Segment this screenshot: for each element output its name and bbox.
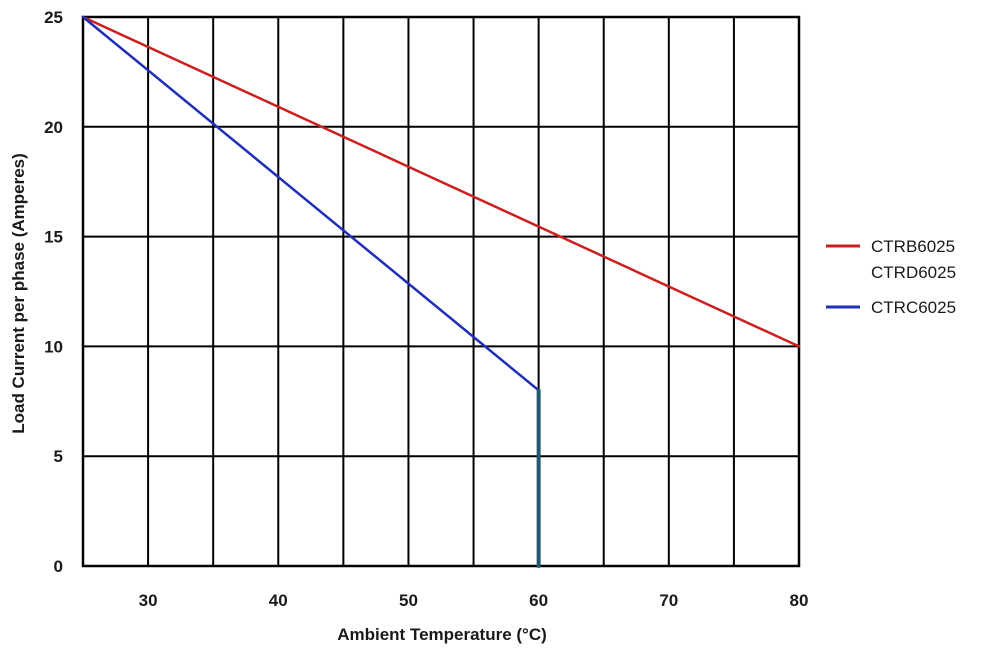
y-axis-label: Load Current per phase (Amperes) bbox=[9, 153, 28, 434]
x-tick-label: 50 bbox=[399, 591, 418, 610]
y-tick-labels: 0 5 10 15 20 25 bbox=[44, 8, 63, 576]
plot-frame bbox=[81, 15, 801, 568]
y-tick-label: 10 bbox=[44, 337, 63, 356]
y-tick-label: 5 bbox=[54, 447, 63, 466]
legend-label: CTRD6025 bbox=[871, 263, 956, 282]
series-lines bbox=[81, 15, 801, 568]
plot-border bbox=[81, 15, 801, 568]
legend-label: CTRB6025 bbox=[871, 237, 955, 256]
y-tick-label: 25 bbox=[44, 8, 63, 27]
x-axis-label: Ambient Temperature (°C) bbox=[337, 625, 547, 644]
y-tick-label: 20 bbox=[44, 118, 63, 137]
series-2-line-segment bbox=[81, 15, 540, 392]
x-tick-label: 60 bbox=[529, 591, 548, 610]
series-1-line-segment bbox=[81, 15, 801, 348]
x-tick-label: 30 bbox=[139, 591, 158, 610]
y-tick-label: 0 bbox=[54, 557, 63, 576]
x-tick-label: 40 bbox=[269, 591, 288, 610]
legend-label: CTRC6025 bbox=[871, 298, 956, 317]
grid-lines bbox=[82, 16, 800, 567]
x-tick-label: 80 bbox=[790, 591, 809, 610]
x-tick-label: 70 bbox=[659, 591, 678, 610]
legend: CTRB6025 CTRD6025 CTRC6025 bbox=[826, 237, 956, 317]
y-tick-label: 15 bbox=[44, 228, 63, 247]
x-tick-labels: 30 40 50 60 70 80 bbox=[139, 591, 809, 610]
